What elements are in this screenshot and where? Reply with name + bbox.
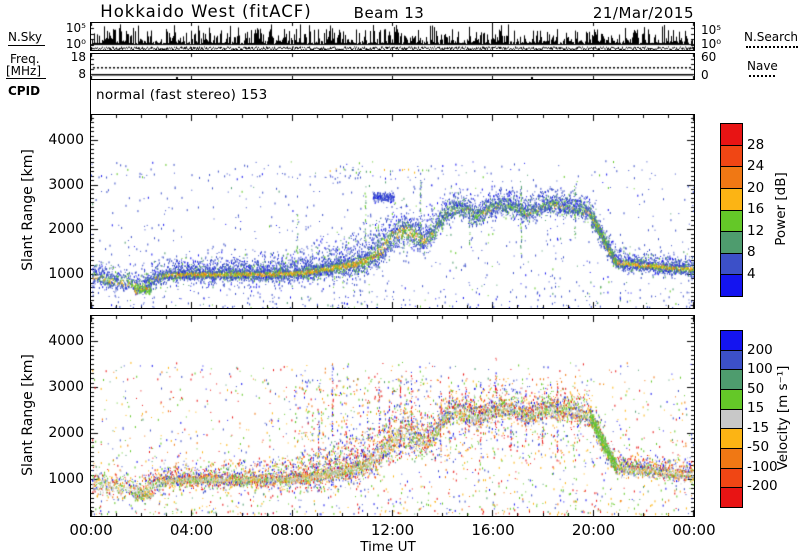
colorbar-segment [721, 487, 742, 508]
nsearch-scale-top: 10⁵ [701, 23, 722, 37]
cpid-axis-line [90, 80, 91, 114]
colorbar-tick-label: 15 [747, 400, 765, 417]
y-tick-label: 4000 [48, 333, 84, 350]
velocity-panel [90, 315, 695, 517]
freq-label-line1: Freq. [10, 52, 40, 66]
x-tick-label: 16:00 [471, 521, 515, 539]
beam-label: Beam 13 [353, 4, 425, 22]
power-colorbar [720, 123, 743, 297]
colorbar-segment [721, 231, 742, 253]
colorbar-segment [721, 428, 742, 449]
velocity-yaxis-title: Slant Range [km] [20, 354, 36, 476]
x-tick-label: 00:00 [672, 521, 716, 539]
page-title: Hokkaido West (fitACF) [100, 2, 312, 21]
colorbar-segment [721, 369, 742, 390]
xaxis-title: Time UT [360, 539, 416, 554]
colorbar-tick-label: 12 [747, 222, 765, 239]
nsearch-scale-bottom: 10⁰ [701, 37, 722, 51]
colorbar-tick-label: 100 [747, 361, 773, 378]
power-panel [90, 114, 695, 309]
colorbar-tick-label: -50 [747, 439, 770, 456]
velocity-scatter-canvas [91, 316, 694, 516]
colorbar-segment [721, 408, 742, 429]
noise-scale-bottom: 10⁰ [65, 37, 86, 51]
colorbar-tick-label: 50 [747, 380, 765, 397]
velocity-colorbar [720, 330, 743, 508]
colorbar-segment [721, 448, 742, 468]
cpid-value: normal (fast stereo) 153 [96, 87, 268, 103]
colorbar-segment [721, 389, 742, 409]
sky-noise-canvas [91, 23, 694, 50]
frequency-panel [90, 53, 695, 80]
colorbar-tick-label: -200 [747, 478, 778, 495]
nave-scale-bottom: 0 [701, 68, 709, 82]
nave-scale-top: 60 [701, 50, 717, 64]
colorbar-tick-label: 16 [747, 201, 765, 217]
colorbar-tick-label: 24 [747, 158, 765, 174]
y-tick-label: 2000 [48, 221, 84, 238]
y-tick-label: 1000 [48, 265, 84, 282]
colorbar-segment [721, 144, 742, 167]
colorbar-segment [721, 187, 742, 210]
nsky-label: N.Sky [8, 30, 43, 44]
freq-scale-top: 18 [70, 50, 86, 64]
colorbar-segment [721, 467, 742, 488]
power-yaxis-title: Slant Range [km] [20, 149, 36, 271]
y-tick-label: 1000 [48, 471, 84, 488]
velocity-colorbar-title: Velocity [m s⁻¹] [775, 365, 791, 471]
colorbar-segment [721, 166, 742, 188]
colorbar-tick-label: -15 [747, 419, 770, 436]
nsky-linestyle-sample [8, 45, 45, 46]
colorbar-segment [721, 274, 742, 296]
freq-label-line2: [MHz] [6, 64, 42, 78]
noise-scale-top: 10⁵ [65, 21, 86, 35]
nsearch-label: N.Search [744, 30, 799, 44]
y-tick-label: 2000 [48, 425, 84, 442]
y-tick-label: 3000 [48, 379, 84, 396]
x-tick-label: 00:00 [69, 521, 113, 539]
colorbar-segment [721, 252, 742, 275]
cpid-label: CPID [8, 84, 41, 98]
colorbar-tick-label: 200 [747, 341, 773, 358]
colorbar-segment [721, 349, 742, 370]
colorbar-tick-label: 8 [747, 244, 756, 260]
colorbar-segment [721, 124, 742, 145]
nave-label: Nave [747, 59, 778, 73]
power-scatter-canvas [91, 115, 694, 308]
y-tick-label: 4000 [48, 131, 84, 148]
y-tick-label: 3000 [48, 176, 84, 193]
colorbar-tick-label: 4 [747, 265, 756, 282]
sky-noise-panel [90, 22, 695, 51]
frequency-canvas [91, 54, 694, 79]
freq-linestyle-sample [6, 78, 46, 79]
colorbar-segment [721, 209, 742, 232]
x-tick-label: 04:00 [169, 521, 214, 539]
nave-linestyle-sample [749, 75, 775, 77]
power-colorbar-title: Power [dB] [773, 172, 789, 246]
colorbar-segment [721, 331, 742, 350]
nsearch-linestyle-sample [746, 46, 798, 48]
x-tick-label: 12:00 [370, 521, 415, 539]
colorbar-tick-label: 28 [747, 136, 765, 153]
x-tick-label: 08:00 [270, 521, 314, 539]
date-label: 21/Mar/2015 [592, 4, 694, 22]
freq-scale-bottom: 8 [78, 67, 86, 81]
colorbar-tick-label: 20 [747, 179, 765, 196]
colorbar-tick-label: -100 [747, 458, 778, 475]
x-tick-label: 20:00 [571, 521, 616, 539]
